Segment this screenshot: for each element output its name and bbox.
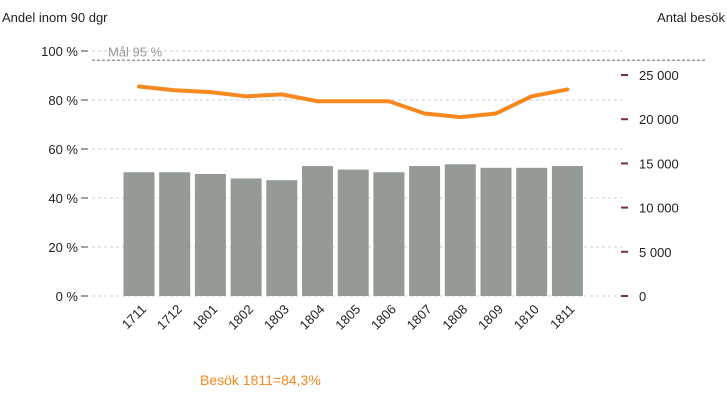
annotation-text: Besök 1811=84,3%	[200, 372, 321, 388]
x-tick-label: 1811	[547, 302, 577, 332]
x-axis: 1711 1712 1801 1802 1803 1804 1805 1806 1807 1808…	[119, 302, 578, 333]
right-tick-label: 0	[639, 289, 646, 304]
bar-1711	[123, 172, 155, 296]
left-tick-label: 60 %	[48, 142, 78, 157]
left-tick-label: 40 %	[48, 191, 78, 206]
right-axis-title: Antal besök	[657, 10, 725, 25]
x-tick-label: 1810	[511, 302, 542, 333]
x-tick-label: 1801	[189, 302, 220, 333]
bar-1803	[266, 180, 298, 296]
bar-1809	[480, 167, 512, 296]
x-tick-label: 1802	[225, 302, 256, 333]
bar-1811	[551, 166, 583, 296]
left-tick-label: 100 %	[41, 44, 78, 59]
bar-1801	[194, 174, 226, 296]
x-tick-label: 1806	[368, 302, 399, 333]
goal-line-group: Mål 95 %	[92, 44, 705, 61]
x-tick-label: 1807	[404, 302, 435, 333]
line-series	[137, 84, 570, 120]
line-series-path	[137, 84, 570, 120]
right-tick-label: 15 000	[639, 156, 679, 171]
x-tick-label: 1711	[119, 302, 149, 332]
left-tick-label: 80 %	[48, 93, 78, 108]
bar-1804	[302, 166, 333, 296]
bar-1807	[409, 166, 441, 296]
goal-label: Mål 95 %	[108, 44, 163, 59]
bar-1712	[159, 172, 191, 296]
left-axis: 0 % 20 % 40 % 60 % 80 % 100 %	[41, 44, 88, 304]
bar-1802	[230, 178, 262, 296]
x-tick-label: 1803	[261, 302, 292, 333]
x-tick-label: 1809	[475, 302, 506, 333]
bar-1806	[373, 172, 405, 296]
left-axis-title: Andel inom 90 dgr	[2, 10, 108, 25]
x-tick-label: 1805	[332, 302, 363, 333]
right-axis: 0 5 000 10 000 15 000 20 000 25 000	[621, 68, 679, 304]
left-tick-label: 0 %	[56, 289, 79, 304]
x-tick-label: 1804	[297, 302, 328, 333]
bar-series	[123, 164, 583, 296]
bar-1810	[516, 167, 548, 296]
right-tick-label: 5 000	[639, 245, 672, 260]
left-tick-label: 20 %	[48, 240, 78, 255]
x-tick-label: 1808	[439, 302, 470, 333]
right-tick-label: 10 000	[639, 201, 679, 216]
bar-1805	[337, 169, 369, 296]
x-tick-label: 1712	[154, 302, 185, 333]
right-tick-label: 20 000	[639, 112, 679, 127]
bar-1808	[444, 164, 476, 296]
right-tick-label: 25 000	[639, 68, 679, 83]
